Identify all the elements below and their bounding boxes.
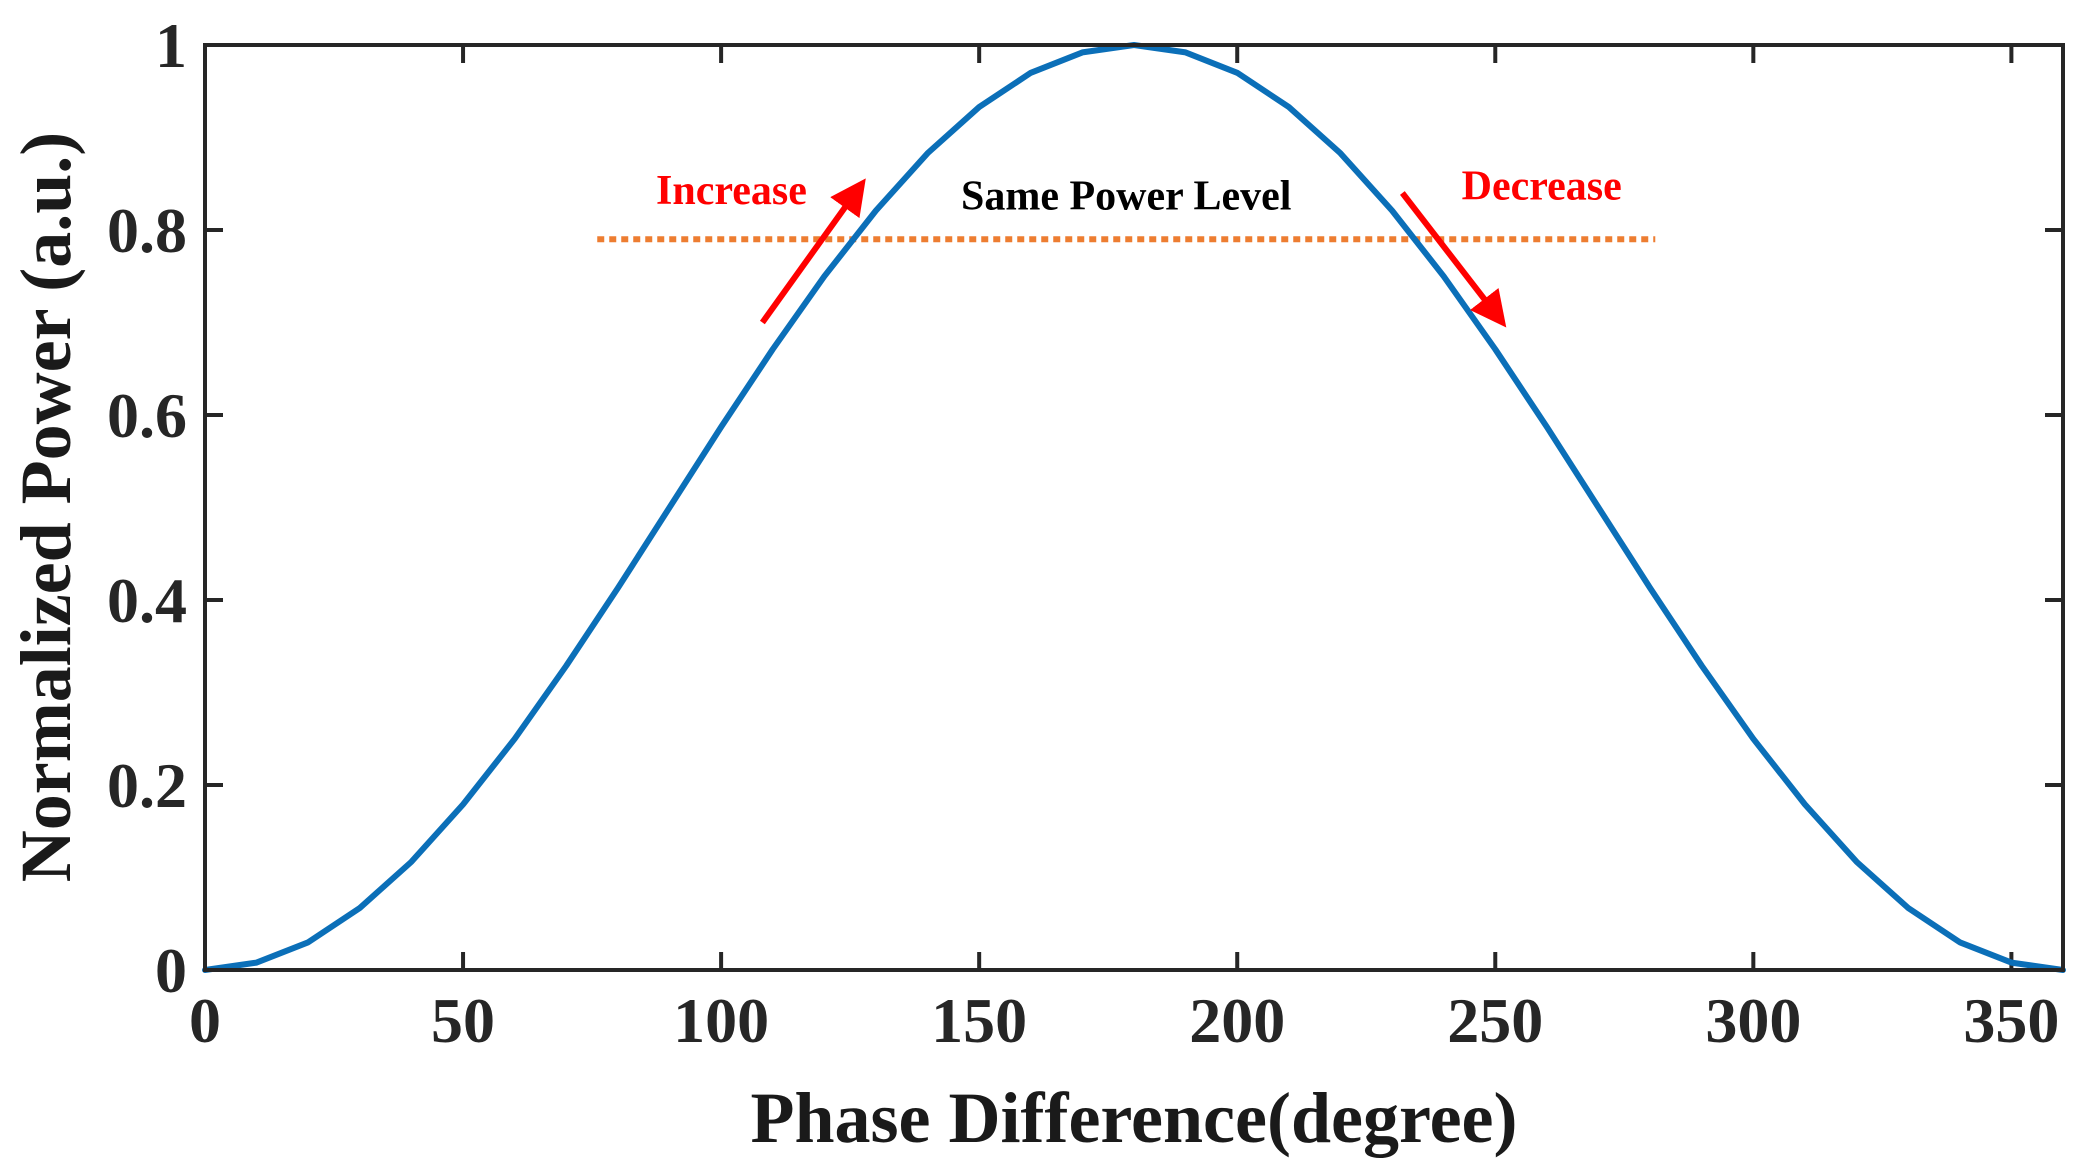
y-tick-label: 0.2 [107,750,187,821]
annotation-arrow [759,178,866,325]
x-tick-label: 150 [931,985,1027,1056]
x-tick-label: 350 [1963,985,2059,1056]
annotation-arrow [1400,191,1507,328]
y-tick-label: 1 [155,10,187,81]
x-tick-label: 250 [1447,985,1543,1056]
x-tick-labels: 0 50 100 150 200 250 300 350 [189,985,2059,1056]
y-tick-label: 0.4 [107,565,187,636]
x-axis-title: Phase Difference(degree) [750,1078,1517,1158]
x-tick-label: 50 [431,985,495,1056]
reference-line-label: Same Power Level [961,173,1291,219]
annotation-layer: Same Power Level Increase Decrease [656,163,1622,328]
y-tick-label: 0.6 [107,380,187,451]
plot-frame [203,43,2065,972]
y-tick-labels: 0 0.2 0.4 0.6 0.8 1 [107,10,187,1006]
y-axis-title: Normalized Power (a.u.) [6,132,86,882]
x-tick-label: 200 [1189,985,1285,1056]
annotation-label: Decrease [1462,163,1622,209]
x-tick-label: 100 [673,985,769,1056]
y-tick-label: 0 [155,935,187,1006]
annotation-label: Increase [656,168,807,214]
x-tick-label: 0 [189,985,221,1056]
x-tick-label: 300 [1705,985,1801,1056]
y-tick-label: 0.8 [107,195,187,266]
